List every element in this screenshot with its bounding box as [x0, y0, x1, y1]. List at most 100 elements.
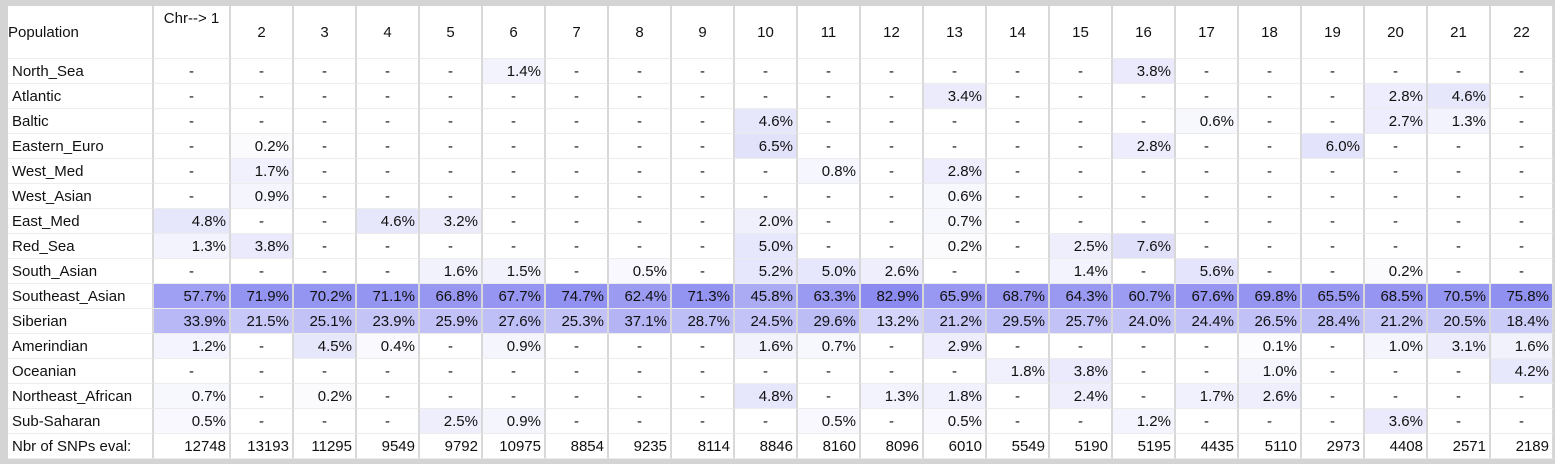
- value-cell: 1.4%: [483, 59, 546, 84]
- value-cell: -: [861, 209, 924, 234]
- chromosome-header: 8: [609, 6, 672, 59]
- value-cell: -: [798, 184, 861, 209]
- snp-count-cell: 2973: [1302, 434, 1365, 459]
- value-cell: -: [357, 134, 420, 159]
- value-cell: -: [672, 409, 735, 434]
- value-cell: 0.7%: [924, 209, 987, 234]
- snp-count-cell: 9792: [420, 434, 483, 459]
- value-cell: -: [1302, 184, 1365, 209]
- value-cell: 60.7%: [1113, 284, 1176, 309]
- value-cell: 65.5%: [1302, 284, 1365, 309]
- population-label: Oceanian: [8, 359, 154, 384]
- population-label: West_Asian: [8, 184, 154, 209]
- value-cell: -: [1491, 234, 1554, 259]
- value-cell: -: [1428, 234, 1491, 259]
- value-cell: -: [154, 184, 231, 209]
- value-cell: -: [735, 159, 798, 184]
- value-cell: -: [861, 134, 924, 159]
- table-row: Southeast_Asian 57.7% 71.9% 70.2% 71.1% 66.8%…: [8, 284, 1554, 309]
- snp-count-cell: 5195: [1113, 434, 1176, 459]
- value-cell: 75.8%: [1491, 284, 1554, 309]
- table-row: Sub-Saharan 0.5% - - -2.5% 0.9% - - - -0.5% -0.5% -…: [8, 409, 1554, 434]
- value-cell: 62.4%: [609, 284, 672, 309]
- value-cell: 21.5%: [231, 309, 294, 334]
- value-cell: 1.8%: [987, 359, 1050, 384]
- value-cell: 67.7%: [483, 284, 546, 309]
- value-cell: -: [231, 259, 294, 284]
- value-cell: -: [924, 259, 987, 284]
- value-cell: -: [420, 59, 483, 84]
- value-cell: -: [1302, 409, 1365, 434]
- value-cell: 0.7%: [798, 334, 861, 359]
- value-cell: -: [1176, 334, 1239, 359]
- chromosome-header: 20: [1365, 6, 1428, 59]
- value-cell: 25.1%: [294, 309, 357, 334]
- chromosome-header: 15: [1050, 6, 1113, 59]
- chromosome-header: 12: [861, 6, 924, 59]
- chromosome-header: 5: [420, 6, 483, 59]
- value-cell: -: [483, 384, 546, 409]
- value-cell: -: [546, 184, 609, 209]
- value-cell: -: [987, 184, 1050, 209]
- value-cell: 1.5%: [483, 259, 546, 284]
- value-cell: -: [861, 59, 924, 84]
- population-label: Eastern_Euro: [8, 134, 154, 159]
- value-cell: -: [1428, 359, 1491, 384]
- value-cell: -: [1365, 209, 1428, 234]
- table-row: West_Med -1.7% - - - - - - - -0.8% -2.8% - - - - - - - - -: [8, 159, 1554, 184]
- population-header: Population: [8, 6, 154, 59]
- value-cell: -: [1050, 134, 1113, 159]
- value-cell: 2.6%: [1239, 384, 1302, 409]
- value-cell: 21.2%: [924, 309, 987, 334]
- value-cell: -: [1050, 109, 1113, 134]
- value-cell: 28.7%: [672, 309, 735, 334]
- table-row: Atlantic - - - - - - - - - - - -3.4% - - - - - -2.8% 4.6% -: [8, 84, 1554, 109]
- value-cell: -: [1239, 134, 1302, 159]
- value-cell: -: [1050, 159, 1113, 184]
- value-cell: 3.6%: [1365, 409, 1428, 434]
- value-cell: -: [1050, 84, 1113, 109]
- snp-count-cell: 11295: [294, 434, 357, 459]
- value-cell: -: [861, 84, 924, 109]
- population-label: Baltic: [8, 109, 154, 134]
- value-cell: -: [609, 359, 672, 384]
- value-cell: 4.6%: [735, 109, 798, 134]
- value-cell: -: [231, 359, 294, 384]
- chromosome-header: Chr--> 1: [154, 6, 231, 59]
- value-cell: -: [1239, 59, 1302, 84]
- population-label: East_Med: [8, 209, 154, 234]
- value-cell: 1.0%: [1365, 334, 1428, 359]
- value-cell: 0.9%: [483, 334, 546, 359]
- value-cell: 0.2%: [294, 384, 357, 409]
- value-cell: -: [294, 109, 357, 134]
- value-cell: 2.5%: [420, 409, 483, 434]
- value-cell: -: [546, 134, 609, 159]
- table-row: Eastern_Euro -0.2% - - - - - - -6.5% - - - - -2.8% - -6…: [8, 134, 1554, 159]
- snp-count-cell: 2571: [1428, 434, 1491, 459]
- value-cell: -: [1365, 359, 1428, 384]
- value-cell: -: [1050, 209, 1113, 234]
- value-cell: -: [672, 359, 735, 384]
- value-cell: -: [420, 84, 483, 109]
- value-cell: -: [861, 234, 924, 259]
- value-cell: 33.9%: [154, 309, 231, 334]
- value-cell: -: [1491, 259, 1554, 284]
- value-cell: -: [1491, 134, 1554, 159]
- value-cell: -: [1239, 184, 1302, 209]
- table-row: North_Sea - - - - -1.4% - - - - - - - - -3.8% - - - - - -: [8, 59, 1554, 84]
- value-cell: 65.9%: [924, 284, 987, 309]
- value-cell: 2.0%: [735, 209, 798, 234]
- value-cell: -: [987, 409, 1050, 434]
- value-cell: 6.5%: [735, 134, 798, 159]
- value-cell: 1.7%: [1176, 384, 1239, 409]
- value-cell: 1.3%: [154, 234, 231, 259]
- value-cell: 24.5%: [735, 309, 798, 334]
- value-cell: -: [357, 359, 420, 384]
- value-cell: 7.6%: [1113, 234, 1176, 259]
- value-cell: -: [735, 84, 798, 109]
- value-cell: -: [1302, 234, 1365, 259]
- value-cell: -: [154, 134, 231, 159]
- value-cell: 0.8%: [798, 159, 861, 184]
- value-cell: -: [609, 134, 672, 159]
- value-cell: 0.2%: [231, 134, 294, 159]
